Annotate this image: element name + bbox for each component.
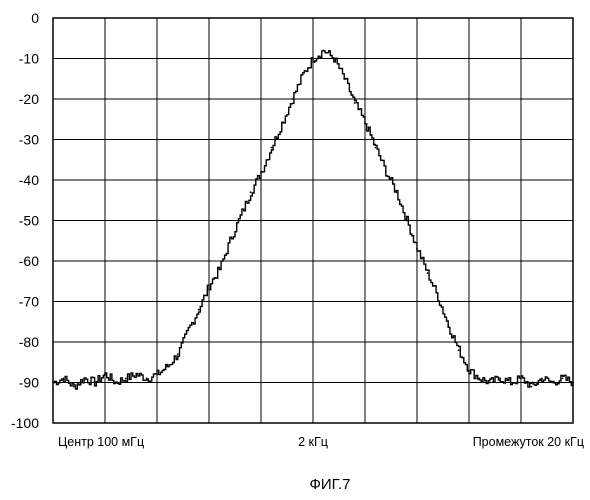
trace-point: [63, 378, 65, 380]
trace-point: [115, 382, 117, 384]
trace-point: [479, 378, 481, 380]
trace-point: [437, 297, 439, 299]
y-tick-label: -80: [19, 334, 39, 350]
trace-point: [551, 382, 553, 384]
trace-point: [333, 58, 335, 60]
trace-point: [354, 102, 356, 104]
trace-point: [343, 78, 345, 80]
trace-point: [167, 365, 169, 367]
trace-point: [271, 147, 273, 149]
trace-point: [541, 378, 543, 380]
trace-point: [83, 378, 85, 380]
trace-point: [375, 147, 377, 149]
trace-point: [291, 98, 293, 100]
grid: [53, 18, 573, 423]
trace-point: [239, 216, 241, 218]
trace-point: [302, 74, 304, 76]
trace-point: [208, 284, 210, 286]
trace-point: [260, 171, 262, 173]
trace-point: [458, 349, 460, 351]
trace-point: [312, 58, 314, 60]
y-tick-labels: 0 -10 -20 -30 -40 -50 -60 -70 -80 -90 -100: [11, 10, 39, 431]
trace-point: [94, 382, 96, 384]
trace-point: [156, 374, 158, 376]
trace-point: [73, 386, 75, 388]
x-label-left: Центр 100 мГц: [58, 435, 144, 449]
y-tick-label: -60: [19, 253, 39, 269]
trace-point: [416, 248, 418, 250]
trace-point: [219, 268, 221, 270]
trace-point: [562, 378, 564, 380]
y-tick-label: -40: [19, 172, 39, 188]
y-tick-label: -50: [19, 213, 39, 229]
trace-point: [177, 353, 179, 355]
trace-point: [406, 220, 408, 222]
y-tick-label: -100: [11, 415, 39, 431]
trace-point: [146, 378, 148, 380]
trace-point: [447, 325, 449, 327]
figure-caption: ФИГ.7: [310, 476, 351, 493]
y-tick-label: -10: [19, 51, 39, 67]
trace-point: [198, 309, 200, 311]
x-label-center: 2 кГц: [298, 435, 328, 449]
y-tick-label: -30: [19, 132, 39, 148]
trace-point: [281, 122, 283, 124]
trace-point: [229, 240, 231, 242]
trace-point: [499, 378, 501, 380]
y-tick-label: -90: [19, 375, 39, 391]
trace-point: [104, 374, 106, 376]
trace-point: [531, 386, 533, 388]
trace-point: [427, 272, 429, 274]
y-tick-label: -70: [19, 294, 39, 310]
trace-point: [323, 50, 325, 52]
trace-point: [520, 378, 522, 380]
y-tick-label: -20: [19, 91, 39, 107]
y-tick-label: 0: [31, 10, 39, 26]
trace-point: [364, 122, 366, 124]
trace-point: [395, 191, 397, 193]
trace-point: [468, 370, 470, 372]
trace-point: [250, 191, 252, 193]
x-label-right: Промежуток 20 кГц: [473, 435, 584, 449]
trace-point: [489, 382, 491, 384]
trace-point: [385, 171, 387, 173]
trace-point: [510, 382, 512, 384]
trace-point: [187, 329, 189, 331]
trace-point: [125, 378, 127, 380]
trace-point: [135, 374, 137, 376]
